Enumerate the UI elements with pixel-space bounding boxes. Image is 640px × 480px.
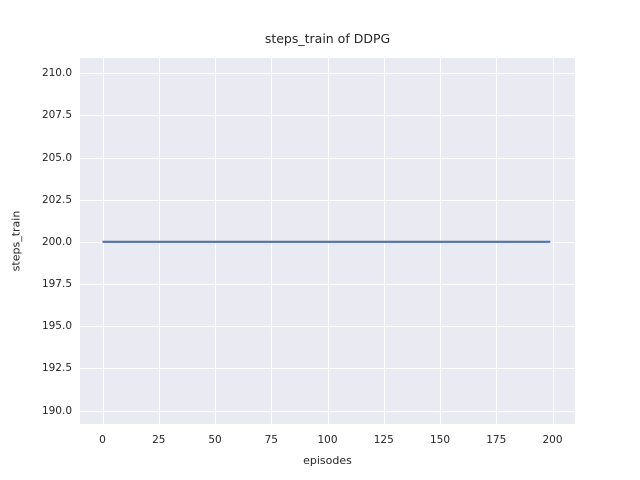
gridline — [80, 115, 575, 117]
y-tick-label: 207.5 — [41, 109, 72, 122]
y-axis-label: steps_train — [9, 210, 23, 272]
gridline — [80, 73, 575, 75]
x-tick-label: 0 — [99, 434, 106, 446]
x-axis-label: episodes — [303, 454, 352, 467]
y-tick-label: 205.0 — [41, 151, 72, 164]
gridline — [80, 326, 575, 328]
y-tick-label: 200.0 — [41, 235, 72, 248]
x-tick-label: 100 — [317, 434, 338, 446]
x-tick-label: 125 — [373, 434, 394, 446]
x-tick-label: 175 — [486, 434, 507, 446]
gridline — [552, 58, 554, 424]
x-tick-label: 50 — [208, 434, 222, 446]
y-tick-label: 197.5 — [41, 278, 72, 290]
gridline — [80, 157, 575, 159]
y-tick-label: 195.0 — [41, 320, 72, 333]
x-tick-label: 150 — [429, 434, 451, 446]
gridline — [80, 368, 575, 370]
chart-title: steps_train of DDPG — [264, 31, 391, 46]
y-tick-label: 202.5 — [41, 193, 72, 206]
y-tick-label: 210.0 — [41, 67, 72, 80]
x-tick-label: 200 — [542, 434, 563, 446]
y-tick-label: 192.5 — [41, 362, 72, 375]
gridline — [80, 410, 575, 412]
gridline — [80, 284, 575, 285]
x-tick-label: 75 — [264, 434, 278, 446]
y-tick-label: 190.0 — [41, 404, 72, 417]
x-tick-label: 25 — [152, 434, 166, 446]
gridline — [80, 199, 575, 201]
